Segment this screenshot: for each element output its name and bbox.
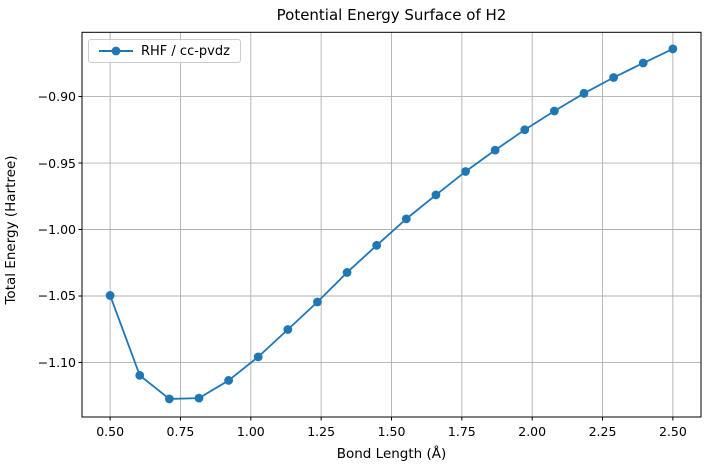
data-point-marker bbox=[431, 190, 441, 200]
data-point-marker bbox=[609, 73, 619, 82]
data-point-marker bbox=[549, 106, 559, 116]
y-tick-label: −1.10 bbox=[37, 354, 76, 370]
x-tick-label: 2.25 bbox=[588, 424, 617, 439]
data-point-marker bbox=[164, 394, 174, 404]
chart-title: Potential Energy Surface of H2 bbox=[276, 6, 507, 24]
data-point-marker bbox=[224, 376, 234, 385]
data-point-marker bbox=[461, 167, 470, 176]
legend-line-marker-icon bbox=[99, 46, 133, 56]
data-point-marker bbox=[313, 297, 322, 307]
data-point-marker bbox=[253, 352, 263, 362]
y-axis-label: Total Energy (Hartree) bbox=[3, 155, 19, 305]
data-point-marker bbox=[668, 44, 678, 54]
y-tick-label: −1.05 bbox=[37, 288, 76, 304]
x-tick-label: 1.25 bbox=[307, 424, 336, 439]
data-point-marker bbox=[520, 125, 530, 135]
y-tick-label: −0.95 bbox=[37, 155, 76, 171]
y-tick-label: −0.90 bbox=[37, 89, 76, 105]
x-tick-label: 1.75 bbox=[447, 424, 476, 439]
data-point-marker bbox=[194, 393, 204, 403]
data-point-marker bbox=[579, 88, 589, 98]
y-tick-label: −1.00 bbox=[37, 222, 76, 237]
x-tick-label: 0.75 bbox=[166, 424, 195, 439]
x-axis-label: Bond Length (Å) bbox=[336, 446, 447, 462]
x-tick-label: 2.50 bbox=[658, 424, 687, 439]
x-tick-label: 1.50 bbox=[377, 424, 406, 439]
data-point-marker bbox=[342, 268, 352, 277]
series-line bbox=[109, 48, 674, 400]
data-point-marker bbox=[372, 240, 382, 250]
legend: RHF / cc-pvdz bbox=[88, 39, 241, 63]
data-point-marker bbox=[638, 58, 648, 68]
data-point-marker bbox=[135, 370, 145, 380]
x-tick-label: 0.50 bbox=[96, 424, 125, 439]
data-point-marker bbox=[401, 214, 411, 224]
x-tick-label: 2.00 bbox=[518, 424, 547, 439]
data-point-marker bbox=[490, 145, 500, 155]
x-tick-label: 1.00 bbox=[236, 424, 265, 439]
data-point-marker bbox=[105, 291, 115, 300]
legend-label: RHF / cc-pvdz bbox=[141, 43, 230, 59]
data-point-marker bbox=[283, 325, 293, 334]
